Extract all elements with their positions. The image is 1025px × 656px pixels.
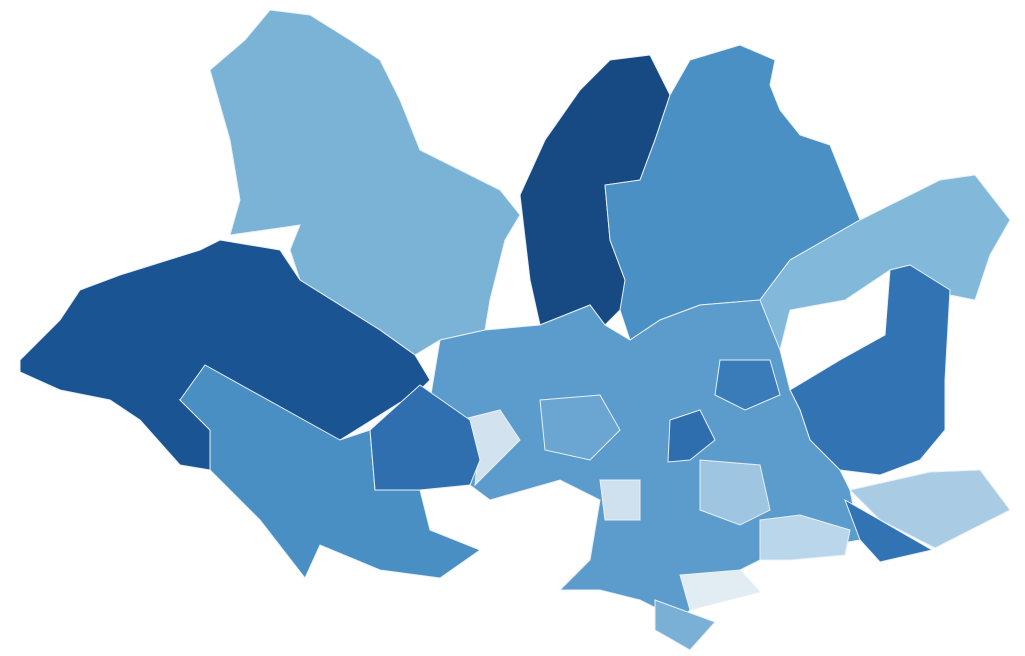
region xyxy=(179,364,482,579)
region xyxy=(654,599,716,651)
region xyxy=(209,9,521,356)
region xyxy=(679,569,761,611)
region xyxy=(759,514,851,561)
region xyxy=(667,409,716,463)
region xyxy=(714,359,781,411)
region xyxy=(844,498,934,563)
region xyxy=(789,264,951,476)
region xyxy=(539,394,621,461)
region xyxy=(369,384,481,491)
region xyxy=(599,479,641,521)
region xyxy=(19,239,431,471)
region xyxy=(699,459,771,526)
